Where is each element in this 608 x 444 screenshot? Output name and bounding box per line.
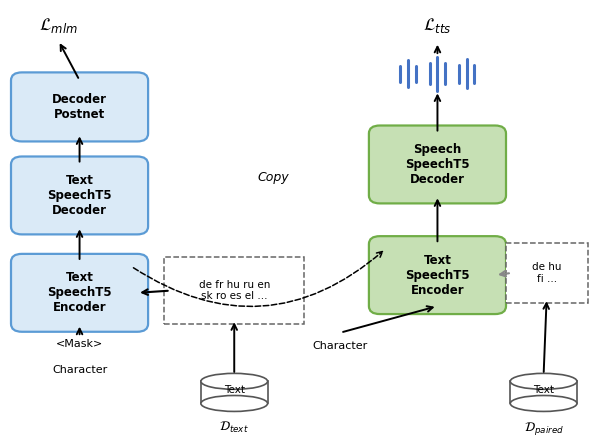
Text: Text
SpeechT5
Encoder: Text SpeechT5 Encoder <box>405 254 470 297</box>
Text: $\mathcal{D}_{paired}$: $\mathcal{D}_{paired}$ <box>523 420 564 437</box>
FancyBboxPatch shape <box>165 258 304 324</box>
Bar <box>510 381 577 404</box>
Text: Text: Text <box>533 385 554 395</box>
Text: Text: Text <box>224 385 245 395</box>
Ellipse shape <box>510 373 577 389</box>
Text: Decoder
Postnet: Decoder Postnet <box>52 93 107 121</box>
FancyBboxPatch shape <box>506 243 587 303</box>
Ellipse shape <box>201 373 268 389</box>
Text: $\mathcal{D}_{text}$: $\mathcal{D}_{text}$ <box>219 420 249 435</box>
Text: Text
SpeechT5
Encoder: Text SpeechT5 Encoder <box>47 271 112 314</box>
Ellipse shape <box>510 396 577 412</box>
Bar <box>201 381 268 404</box>
Text: $\mathcal{L}_{mlm}$: $\mathcal{L}_{mlm}$ <box>39 16 78 35</box>
Text: Copy: Copy <box>258 171 289 184</box>
Text: Text
SpeechT5
Decoder: Text SpeechT5 Decoder <box>47 174 112 217</box>
Text: Character: Character <box>313 341 368 351</box>
FancyBboxPatch shape <box>369 126 506 203</box>
Text: Character: Character <box>52 365 107 375</box>
Ellipse shape <box>201 396 268 412</box>
Text: de hu
fi ...: de hu fi ... <box>532 262 561 284</box>
FancyBboxPatch shape <box>11 254 148 332</box>
Text: de fr hu ru en
sk ro es el ...: de fr hu ru en sk ro es el ... <box>199 280 270 301</box>
Text: <Mask>: <Mask> <box>56 339 103 349</box>
Text: $\mathcal{L}_{tts}$: $\mathcal{L}_{tts}$ <box>423 16 452 35</box>
FancyBboxPatch shape <box>11 72 148 142</box>
Text: Speech
SpeechT5
Decoder: Speech SpeechT5 Decoder <box>405 143 470 186</box>
FancyBboxPatch shape <box>369 236 506 314</box>
FancyBboxPatch shape <box>11 156 148 234</box>
